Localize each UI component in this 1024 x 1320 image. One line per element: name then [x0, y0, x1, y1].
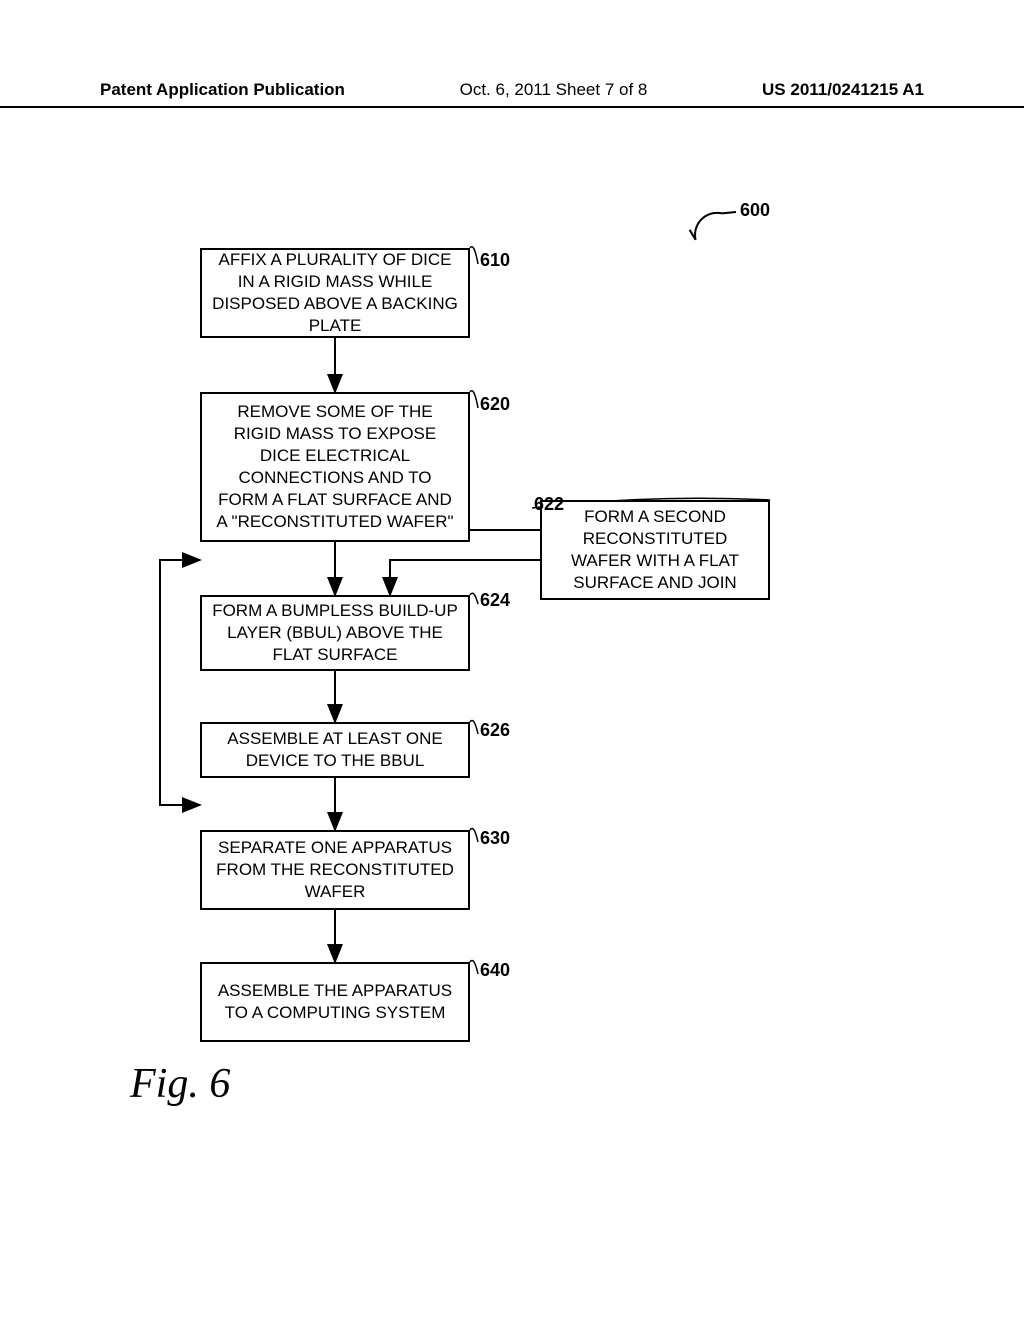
reference-label-610: 610: [480, 250, 510, 271]
flow-box-622: FORM A SECOND RECONSTITUTED WAFER WITH A…: [540, 500, 770, 600]
flow-box-630: SEPARATE ONE APPARATUS FROM THE RECONSTI…: [200, 830, 470, 910]
flow-box-text: FORM A SECOND RECONSTITUTED WAFER WITH A…: [552, 506, 758, 594]
arrows-svg: [0, 0, 1024, 1320]
reference-label-620: 620: [480, 394, 510, 415]
figure-caption: Fig. 6: [130, 1060, 230, 1108]
reference-label-626: 626: [480, 720, 510, 741]
flow-box-640: ASSEMBLE THE APPARATUS TO A COMPUTING SY…: [200, 962, 470, 1042]
reference-600-label: 600: [740, 200, 770, 221]
reference-label-624: 624: [480, 590, 510, 611]
flow-box-620: REMOVE SOME OF THE RIGID MASS TO EXPOSE …: [200, 392, 470, 542]
reference-label-640: 640: [480, 960, 510, 981]
flow-box-626: ASSEMBLE AT LEAST ONE DEVICE TO THE BBUL: [200, 722, 470, 778]
flow-box-text: SEPARATE ONE APPARATUS FROM THE RECONSTI…: [212, 837, 458, 903]
flow-box-text: AFFIX A PLURALITY OF DICE IN A RIGID MAS…: [212, 249, 458, 337]
flowchart-canvas: AFFIX A PLURALITY OF DICE IN A RIGID MAS…: [0, 0, 1024, 1320]
reference-label-622: 622: [534, 494, 564, 515]
flow-box-610: AFFIX A PLURALITY OF DICE IN A RIGID MAS…: [200, 248, 470, 338]
flow-box-text: ASSEMBLE THE APPARATUS TO A COMPUTING SY…: [212, 980, 458, 1024]
flow-box-text: REMOVE SOME OF THE RIGID MASS TO EXPOSE …: [212, 401, 458, 534]
flow-box-text: ASSEMBLE AT LEAST ONE DEVICE TO THE BBUL: [212, 728, 458, 772]
flow-box-624: FORM A BUMPLESS BUILD-UP LAYER (BBUL) AB…: [200, 595, 470, 671]
reference-label-630: 630: [480, 828, 510, 849]
flow-box-text: FORM A BUMPLESS BUILD-UP LAYER (BBUL) AB…: [212, 600, 458, 666]
